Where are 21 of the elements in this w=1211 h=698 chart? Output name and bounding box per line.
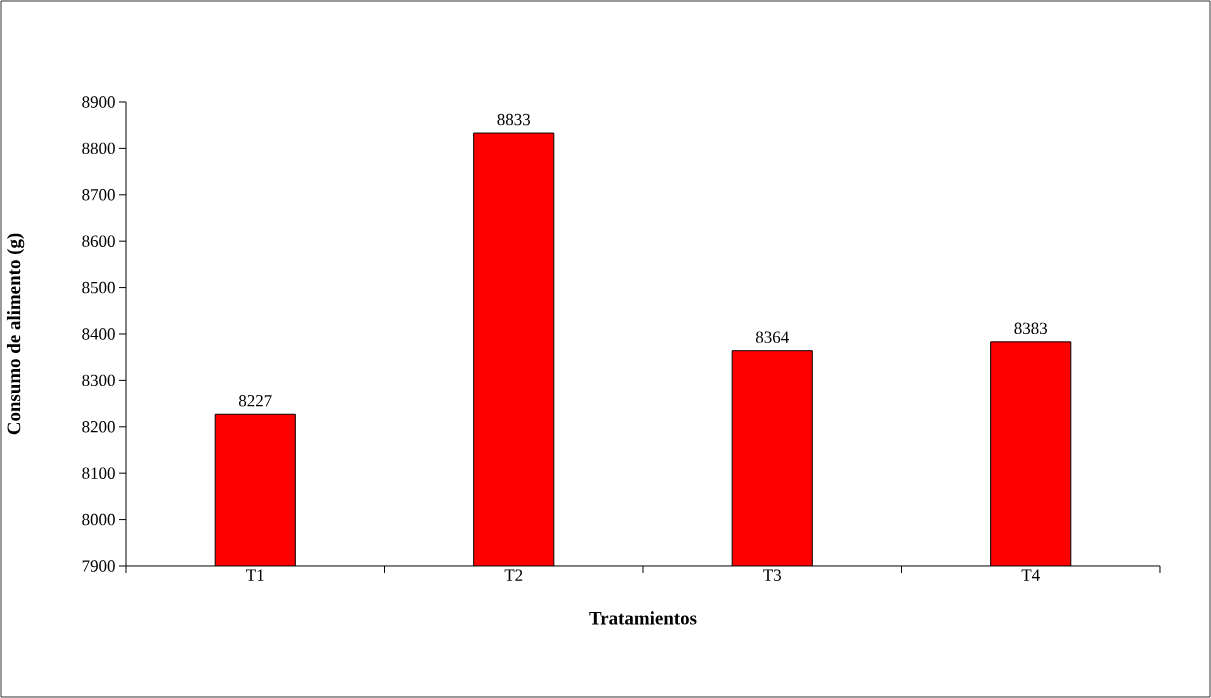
y-tick-label: 8000 bbox=[82, 513, 115, 526]
y-tick-label: 8400 bbox=[82, 328, 115, 340]
x-tick-label: T2 bbox=[504, 569, 523, 581]
data-label: 8227 bbox=[238, 395, 272, 407]
y-tick-label: 8100 bbox=[82, 467, 115, 479]
y-tick-label: 7900 bbox=[82, 560, 115, 572]
data-label: 8383 bbox=[1014, 322, 1048, 335]
y-tick-label: 8600 bbox=[82, 235, 115, 247]
x-tick-label: T4 bbox=[1021, 569, 1040, 581]
y-tick-label: 8500 bbox=[82, 281, 115, 294]
data-label: 8364 bbox=[755, 331, 789, 343]
data-label: 8833 bbox=[497, 113, 531, 126]
y-tick-label: 8900 bbox=[82, 96, 115, 108]
y-tick-label: 8800 bbox=[82, 142, 115, 155]
y-axis-title: Consumo de alimento (g) bbox=[6, 233, 25, 435]
x-tick-label: T3 bbox=[763, 569, 781, 581]
x-axis-title: Tratamientos bbox=[589, 611, 697, 625]
x-tick-label: T1 bbox=[246, 569, 264, 581]
y-tick-label: 8300 bbox=[82, 374, 115, 387]
y-tick-label: 8700 bbox=[82, 189, 115, 201]
y-tick-label: 8200 bbox=[82, 421, 115, 433]
